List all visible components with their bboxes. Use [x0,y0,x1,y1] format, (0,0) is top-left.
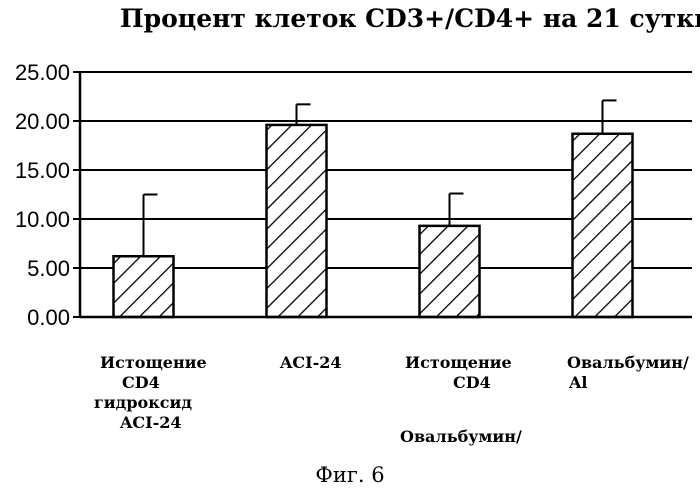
y-tick-label-2: 10.00 [15,207,70,232]
x-label-bar-4: Овальбумин/ Al [567,353,689,393]
x-label-bar-3-line-2: CD4 [405,373,555,393]
x-label-bar-4-line-2: Al [567,373,689,393]
x-label-bar-3-line-1: Истощение [405,353,555,373]
figure-caption: Фиг. 6 [0,463,700,487]
x-label-bar-2: ACI-24 [280,353,342,373]
y-tick-label-5: 25.00 [15,60,70,85]
x-label-bar-4-line-1: Овальбумин/ [567,353,689,373]
x-label-bar-1-line-1: Истощение [100,353,210,373]
x-label-bar-3: Истощение CD4 Овальбумин/ [405,353,555,447]
x-label-bar-1: Истощение CD4 гидроксид ACI-24 [100,353,210,433]
y-tick-label-4: 20.00 [15,109,70,134]
bar-2 [267,125,327,317]
x-label-bar-1-line-2: CD4 [100,373,210,393]
y-tick-label-3: 15.00 [15,158,70,183]
y-tick-label-1: 5.00 [27,256,70,281]
x-label-bar-1-line-3: гидроксид [94,393,210,413]
x-label-bar-2-line-1: ACI-24 [280,353,342,373]
bar-3 [420,226,480,317]
x-label-bar-1-line-4: ACI-24 [100,413,210,433]
bar-chart: 0.00 5.00 10.00 15.00 20.00 25.00 [0,0,700,360]
x-label-bar-3-line-3: Овальбумин/ [400,427,555,447]
bar-4 [573,134,633,317]
bar-1 [114,256,174,317]
y-tick-label-0: 0.00 [27,305,70,330]
